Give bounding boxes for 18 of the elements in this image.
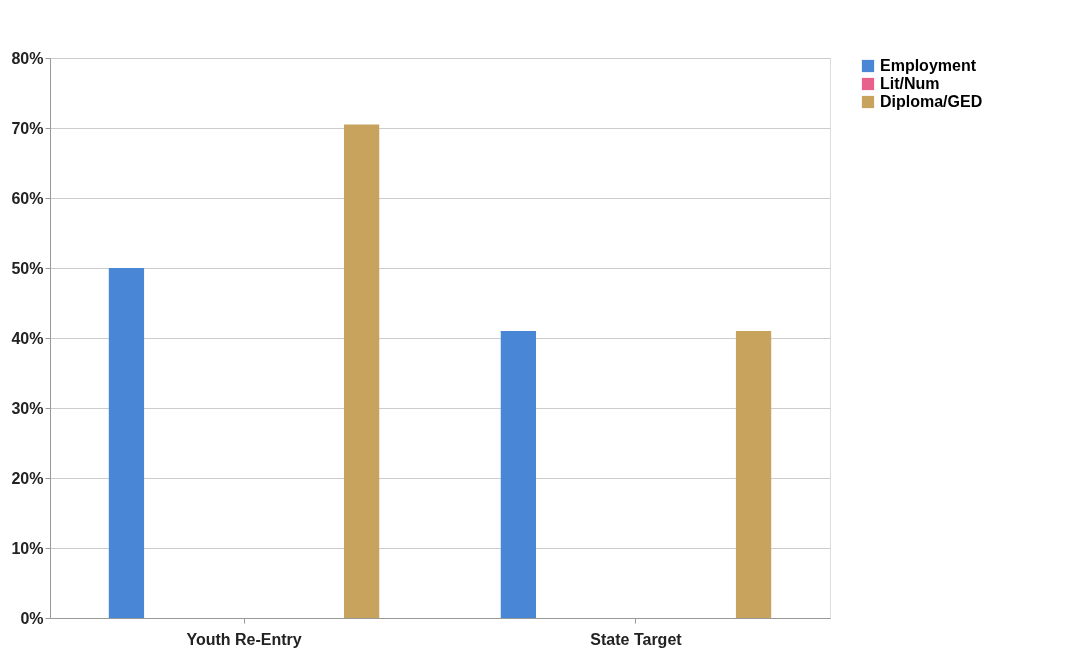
- y-tick-label: 30%: [11, 399, 44, 417]
- bar: [735, 331, 772, 618]
- y-tick-label: 80%: [11, 49, 44, 67]
- legend-label: Lit/Num: [880, 75, 940, 92]
- y-tick-label: 20%: [11, 469, 44, 487]
- bar: [108, 268, 145, 618]
- legend-label: Employment: [880, 57, 977, 74]
- y-tick-label: 50%: [11, 259, 44, 277]
- y-tick-label: 10%: [11, 539, 44, 557]
- bar: [343, 124, 380, 618]
- legend-label: Diploma/GED: [880, 93, 983, 110]
- x-tick-label: State Target: [590, 630, 683, 648]
- bar: [500, 331, 537, 618]
- y-tick-label: 70%: [11, 119, 44, 137]
- y-tick-label: 0%: [20, 609, 44, 627]
- x-tick-label: Youth Re-Entry: [186, 630, 302, 648]
- y-tick-label: 40%: [11, 329, 44, 347]
- y-tick-label: 60%: [11, 189, 44, 207]
